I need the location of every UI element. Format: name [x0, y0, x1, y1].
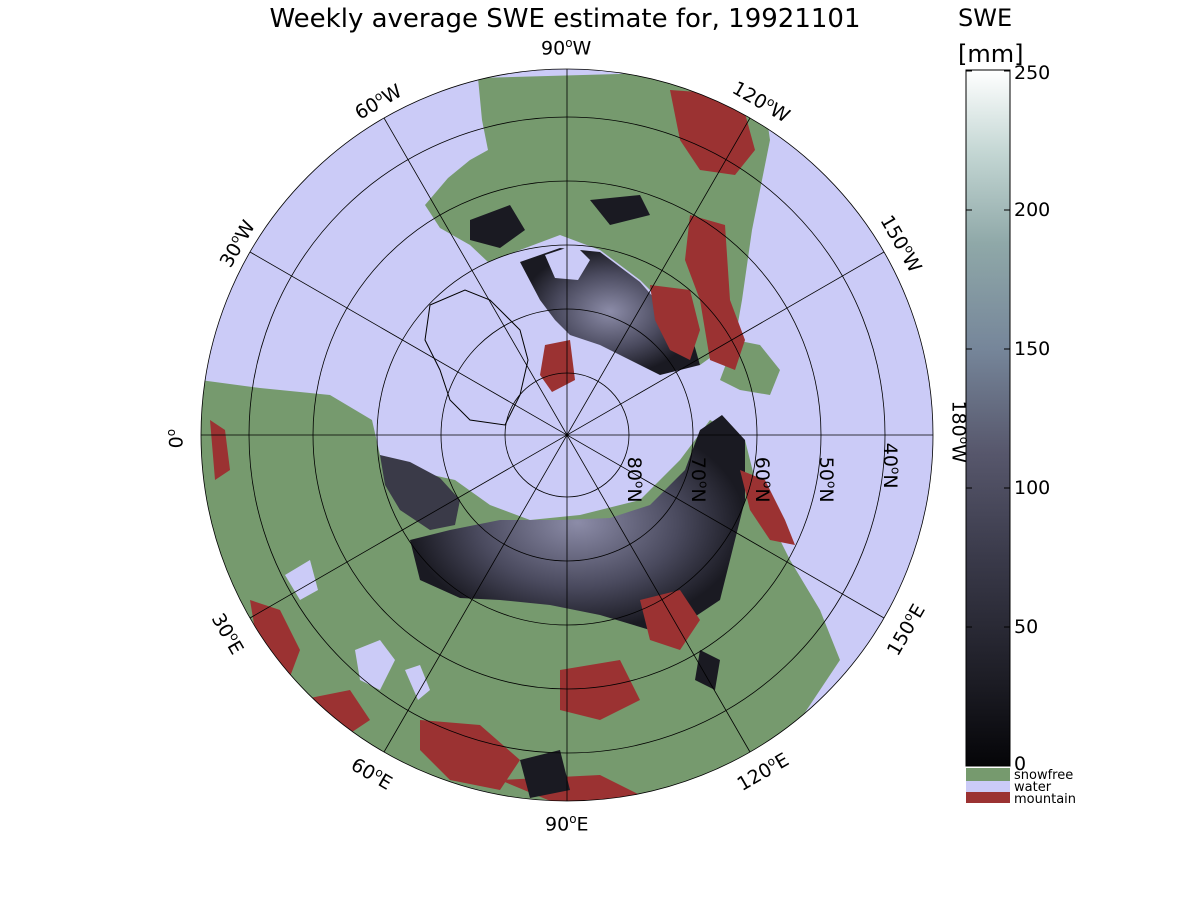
lon-label-0: 0o — [164, 428, 188, 449]
colorbar-gradient — [965, 69, 1011, 767]
legend-swatch-water — [966, 781, 1010, 792]
lon-label-90w: 90oW — [541, 36, 592, 60]
legend-swatch-snowfree — [966, 768, 1010, 781]
legend-label-water: water — [1014, 780, 1052, 795]
graticule — [200, 68, 934, 802]
colorbar-label-swe: SWE — [958, 4, 1013, 32]
greenland — [424, 289, 529, 426]
caspian-sea — [405, 665, 430, 700]
lon-label-90e: 90oE — [545, 812, 589, 836]
black-sea — [355, 640, 395, 690]
scandinavia-snow — [380, 455, 460, 530]
colorbar-tick-200: 200 — [1014, 199, 1051, 221]
lon-label-180w: 180oW — [947, 400, 971, 463]
lat-label-40n: 40oN — [879, 442, 903, 489]
siberia-snow — [410, 415, 745, 630]
legend-label-mountain: mountain — [1014, 792, 1077, 807]
mountain-regions — [210, 90, 795, 801]
baltic-sea — [285, 560, 318, 600]
hudson-bay — [545, 245, 590, 280]
lat-label-60n: 60oN — [751, 456, 775, 503]
legend-swatch-mountain — [966, 792, 1010, 803]
lat-label-70n: 70oN — [687, 456, 711, 503]
lat-label-80n: 80oN — [623, 456, 647, 503]
snow-specks — [470, 195, 720, 798]
colorbar-tick-50: 50 — [1014, 616, 1039, 638]
lat-label-50n: 50oN — [815, 456, 839, 503]
colorbar-ticks — [966, 70, 1010, 767]
colorbar-label-unit: [mm] — [958, 40, 1024, 68]
colorbar-tick-0: 0 — [1014, 753, 1027, 775]
canada-snow — [520, 248, 700, 375]
map-disk — [201, 69, 933, 801]
legend-label-snowfree: snowfree — [1014, 768, 1074, 783]
map-title: Weekly average SWE estimate for, 1992110… — [269, 4, 861, 34]
colorbar-tick-250: 250 — [1014, 62, 1051, 84]
colorbar-tick-150: 150 — [1014, 338, 1051, 360]
colorbar-tick-100: 100 — [1014, 477, 1051, 499]
